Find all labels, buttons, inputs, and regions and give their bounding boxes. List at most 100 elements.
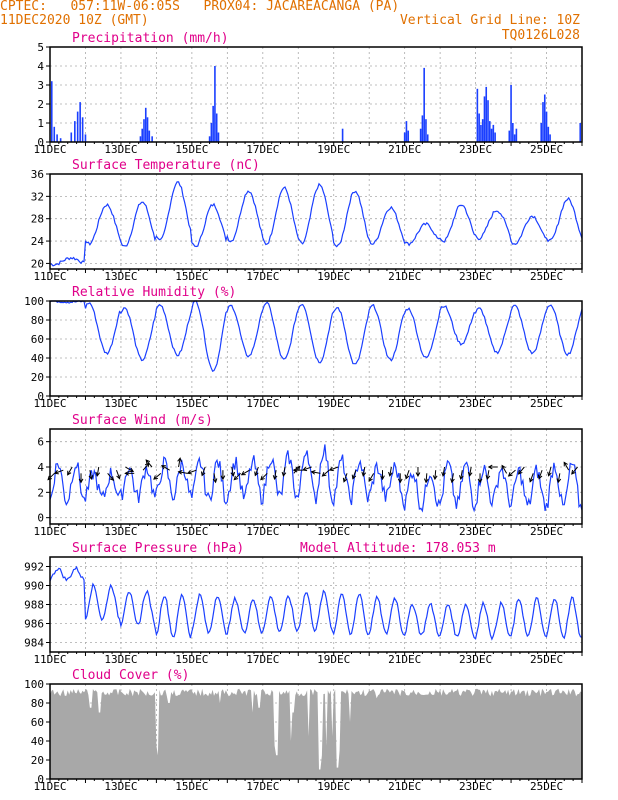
- wind-arrow-head: [423, 478, 429, 484]
- wind-arrow: [161, 465, 170, 471]
- wind-arrow-head: [161, 465, 166, 470]
- wind-arrow-head: [441, 471, 446, 477]
- precip-bar: [50, 81, 53, 142]
- precip-bar: [53, 126, 56, 142]
- wind-arrow-head: [563, 461, 568, 467]
- wind-arrow: [425, 473, 428, 483]
- x-tick-label: 25DEC: [530, 525, 563, 538]
- x-tick-label: 11DEC: [33, 525, 66, 538]
- wind-arrow: [107, 473, 114, 481]
- x-tick-label: 23DEC: [459, 143, 492, 156]
- wind-arrow: [518, 466, 525, 475]
- wind-arrow-head: [186, 469, 192, 475]
- panel-title-rh: Relative Humidity (%): [72, 285, 236, 300]
- wind-arrow-head: [292, 467, 298, 473]
- grid-line-note: Vertical Grid Line: 10Z: [399, 13, 580, 28]
- wind-arrow: [343, 473, 348, 482]
- y-tick-label: 40: [31, 735, 44, 748]
- x-tick-label: 15DEC: [175, 143, 208, 156]
- wind-arrow-head: [302, 466, 308, 472]
- wind-arrow-head: [153, 475, 158, 480]
- precip-bar: [481, 119, 484, 142]
- x-tick-label: 13DEC: [104, 653, 137, 666]
- wind-arrow-head: [124, 470, 129, 476]
- x-tick-label: 21DEC: [388, 270, 421, 283]
- precip-bar: [76, 111, 79, 142]
- precip-bar: [483, 96, 486, 142]
- wind-arrow: [67, 466, 73, 476]
- x-tick-label: 23DEC: [459, 397, 492, 410]
- precip-bar: [513, 134, 516, 142]
- x-tick-label: 19DEC: [317, 653, 350, 666]
- wind-arrow: [442, 466, 446, 476]
- wind-arrow: [47, 472, 55, 481]
- y-tick-label: 4: [37, 60, 44, 73]
- precip-bar: [426, 134, 429, 142]
- y-tick-label: 4: [37, 461, 44, 474]
- wind-arrow: [368, 473, 375, 482]
- precip-bar: [56, 134, 58, 142]
- y-tick-label: 2: [37, 98, 44, 111]
- wind-arrow-head: [230, 471, 236, 477]
- wind-arrow: [178, 471, 188, 474]
- wind-arrow-head: [368, 477, 373, 483]
- precip-bar: [151, 136, 153, 142]
- x-tick-label: 21DEC: [388, 653, 421, 666]
- x-tick-label: 25DEC: [530, 270, 563, 283]
- y-tick-label: 20: [31, 257, 44, 270]
- precip-bar: [146, 117, 149, 142]
- x-tick-label: 13DEC: [104, 143, 137, 156]
- wind-arrow-head: [254, 471, 259, 477]
- wind-arrow-head: [547, 471, 552, 477]
- x-tick-label: 19DEC: [317, 270, 350, 283]
- precip-bar: [545, 111, 548, 142]
- temp-series-line: [49, 181, 583, 267]
- wind-arrow: [125, 466, 134, 472]
- precip-bar: [215, 113, 218, 142]
- wind-arrow-head: [477, 478, 483, 484]
- wind-arrow: [389, 466, 392, 476]
- wind-arrow-head: [342, 477, 348, 483]
- precip-bar: [540, 123, 543, 142]
- y-tick-label: 20: [31, 371, 44, 384]
- wind-arrow: [302, 466, 312, 471]
- wind-arrow: [54, 469, 64, 474]
- x-tick-label: 15DEC: [175, 525, 208, 538]
- x-tick-label: 25DEC: [530, 780, 563, 793]
- wind-arrow: [254, 466, 259, 476]
- wind-series-line: [49, 444, 583, 513]
- wind-arrow-head: [295, 465, 301, 471]
- wind-arrow-head: [380, 475, 385, 481]
- wind-arrow-head: [88, 475, 94, 481]
- precip-bar: [419, 128, 422, 142]
- wind-arrow: [329, 466, 339, 471]
- wind-arrow: [282, 466, 286, 476]
- wind-arrow: [96, 466, 100, 476]
- wind-arrow-head: [450, 478, 455, 484]
- x-tick-label: 19DEC: [317, 143, 350, 156]
- wind-arrow-head: [415, 472, 421, 478]
- y-tick-label: 0: [37, 390, 44, 403]
- precip-bar: [485, 86, 488, 142]
- model-id: TQ0126L028: [501, 28, 580, 43]
- panel-title-temp: Surface Temperature (nC): [72, 158, 260, 173]
- wind-arrow: [538, 469, 543, 479]
- panel-frame-rh: [49, 300, 583, 397]
- precip-bar: [341, 128, 344, 142]
- x-tick-label: 17DEC: [246, 270, 279, 283]
- precip-bar: [212, 105, 214, 142]
- precip-bar: [208, 136, 211, 142]
- wind-arrow: [142, 462, 150, 471]
- wind-arrow: [571, 466, 578, 475]
- wind-arrow: [116, 469, 121, 479]
- x-tick-label: 25DEC: [530, 397, 563, 410]
- y-tick-label: 986: [24, 618, 44, 631]
- x-tick-label: 19DEC: [317, 397, 350, 410]
- wind-arrow-head: [78, 478, 84, 484]
- x-tick-label: 17DEC: [246, 143, 279, 156]
- y-tick-label: 40: [31, 352, 44, 365]
- wind-arrow-head: [507, 472, 513, 477]
- x-tick-label: 15DEC: [175, 397, 208, 410]
- precip-bar: [148, 130, 151, 142]
- precip-bar: [543, 94, 546, 142]
